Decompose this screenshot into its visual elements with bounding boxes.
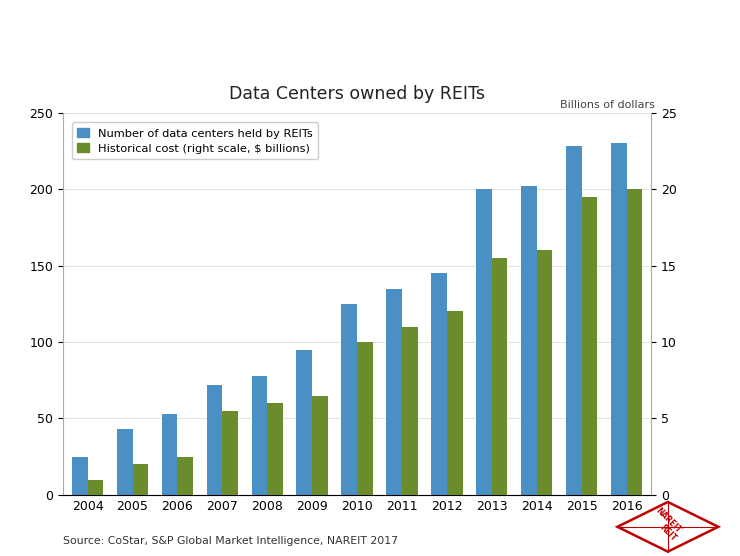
Bar [447,311,462,495]
Bar [536,250,552,495]
Polygon shape [617,502,719,552]
Bar [222,411,238,495]
Bar [87,480,104,495]
Bar [627,189,642,495]
Bar [252,376,267,495]
Title: Data Centers owned by REITs: Data Centers owned by REITs [229,85,485,103]
Bar [521,186,536,495]
Bar [492,258,508,495]
Bar [341,304,357,495]
Bar [566,146,582,495]
Bar [117,429,132,495]
Text: 20 percent per year since 2004: 20 percent per year since 2004 [11,63,327,81]
Bar [610,143,627,495]
Legend: Number of data centers held by REITs, Historical cost (right scale, $ billions): Number of data centers held by REITs, Hi… [72,122,318,160]
Bar [297,350,312,495]
Bar [178,456,193,495]
Text: REIT: REIT [658,523,678,543]
Bar [431,274,447,495]
Text: NAREIT: NAREIT [653,506,682,535]
Text: Billions of dollars: Billions of dollars [560,100,655,110]
Bar [267,403,283,495]
Bar [357,342,373,495]
Bar [132,464,148,495]
Text: The number of data centers owned by REITs has grown faster than: The number of data centers owned by REIT… [11,23,687,41]
Bar [206,385,222,495]
Bar [386,289,402,495]
Bar [476,189,492,495]
Bar [72,456,87,495]
Bar [402,327,417,495]
Bar [162,414,178,495]
Bar [582,197,597,495]
Text: Source: CoStar, S&P Global Market Intelligence, NAREIT 2017: Source: CoStar, S&P Global Market Intell… [63,536,398,546]
Bar [312,395,328,495]
